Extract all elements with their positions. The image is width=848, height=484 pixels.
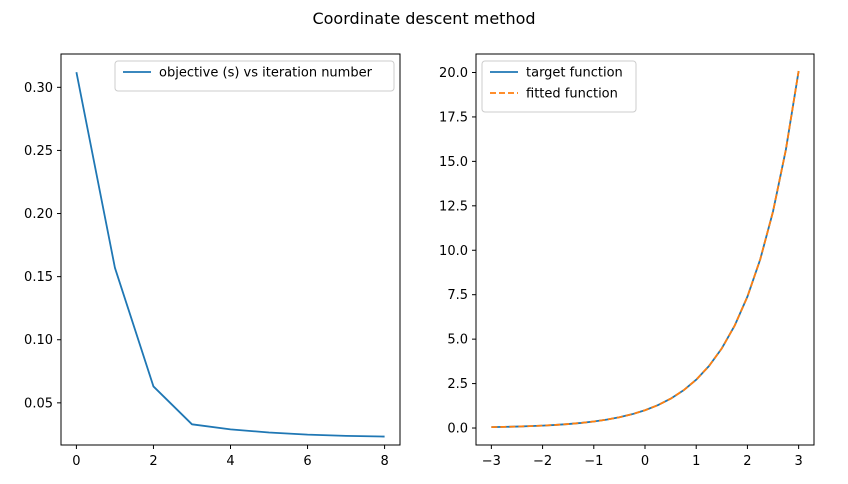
y-tick-label: 5.0 bbox=[447, 333, 468, 348]
legend-label: fitted function bbox=[526, 87, 618, 102]
x-tick-label: 4 bbox=[226, 454, 234, 469]
chart-legend: objective (s) vs iteration number bbox=[114, 60, 395, 92]
x-tick-label: 2 bbox=[149, 454, 157, 469]
chart-legend: target function fitted function bbox=[481, 60, 637, 113]
x-tick-label: 0 bbox=[641, 454, 649, 469]
x-tick-label: 0 bbox=[72, 454, 80, 469]
objective-chart-panel: 0 2 4 6 8 0.05 0.10 0.15 0.20 0.25 0.30 objective (… bbox=[24, 53, 401, 469]
y-tick-label: 0.10 bbox=[24, 333, 53, 348]
series-line-1-1 bbox=[491, 70, 800, 429]
x-tick-label: 1 bbox=[692, 454, 700, 469]
y-tick-label: 17.5 bbox=[439, 110, 468, 125]
y-tick-label: 0.20 bbox=[24, 207, 53, 222]
x-tick-label: −1 bbox=[584, 454, 603, 469]
y-tick-label: 20.0 bbox=[439, 66, 468, 81]
function-fit-chart-panel: −3 −2 −1 0 1 2 3 0.0 2.5 5.0 7.5 10.0 12.5 15.0 17.5 20… bbox=[439, 53, 815, 469]
legend-box bbox=[114, 60, 395, 92]
legend-label: objective (s) vs iteration number bbox=[159, 66, 373, 81]
y-tick-label: 0.15 bbox=[24, 270, 53, 285]
y-tick-label: 0.05 bbox=[24, 396, 53, 411]
legend-box bbox=[481, 60, 637, 113]
x-tick-label: −3 bbox=[482, 454, 501, 469]
y-tick-label: 0.25 bbox=[24, 144, 53, 159]
y-tick-label: 0.0 bbox=[447, 422, 468, 437]
series-line-1-0 bbox=[491, 70, 800, 429]
x-tick-label: 3 bbox=[794, 454, 802, 469]
y-tick-label: 15.0 bbox=[439, 155, 468, 170]
x-tick-label: 2 bbox=[743, 454, 751, 469]
series-line-0-0 bbox=[75, 71, 385, 438]
y-tick-label: 2.5 bbox=[447, 377, 468, 392]
legend-label: target function bbox=[526, 66, 623, 81]
x-tick-label: 6 bbox=[303, 454, 311, 469]
figure-suptitle: Coordinate descent method bbox=[312, 9, 535, 28]
x-tick-label: −2 bbox=[533, 454, 552, 469]
y-tick-label: 0.30 bbox=[24, 81, 53, 96]
y-tick-label: 12.5 bbox=[439, 199, 468, 214]
y-tick-label: 10.0 bbox=[439, 244, 468, 259]
x-tick-label: 8 bbox=[380, 454, 388, 469]
y-tick-label: 7.5 bbox=[447, 288, 468, 303]
